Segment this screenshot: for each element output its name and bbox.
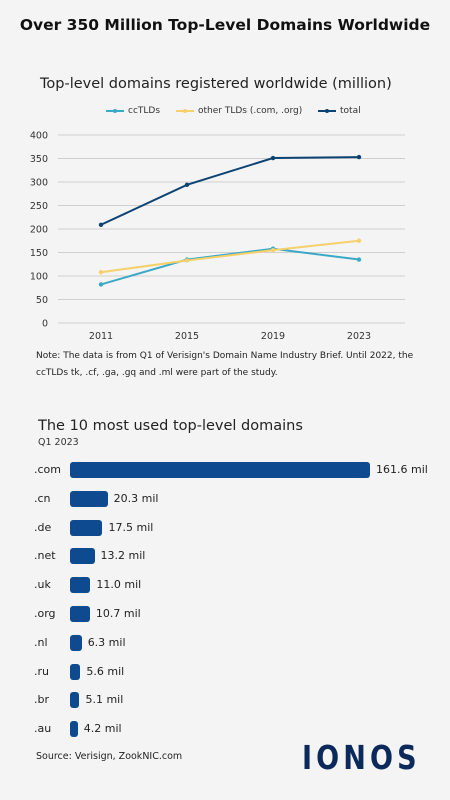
- y-tick-label: 400: [30, 131, 48, 142]
- bar: [70, 606, 90, 622]
- y-tick-label: 200: [30, 225, 48, 236]
- bar-value-label: 5.1 mil: [85, 693, 124, 707]
- legend-label-cctlds: ccTLDs: [128, 106, 161, 116]
- y-tick-label: 250: [30, 201, 48, 212]
- series-line-cctlds: [100, 247, 360, 286]
- x-tick-label: 2011: [89, 331, 113, 342]
- legend-label-other: other TLDs (.com, .org): [198, 106, 303, 116]
- series-line-total: [100, 156, 360, 226]
- bar-category-label: .de: [34, 520, 52, 534]
- data-point: [98, 282, 104, 287]
- bar: [70, 634, 82, 651]
- bar-value-label: 13.2 mil: [100, 549, 146, 563]
- bar-category-label: .net: [34, 549, 56, 563]
- bar-category-label: .uk: [34, 578, 51, 592]
- series-line-other-tlds: [100, 239, 360, 274]
- bar-category-label: .br: [34, 693, 50, 707]
- line-chart: 0 50 100 150 200 250 300 350 400 2011 2015 2019 2023: [30, 131, 405, 342]
- bar-row: .de 17.5 mil: [0, 519, 450, 536]
- page-title: Over 350 Million Top-Level Domains World…: [19, 16, 431, 34]
- y-tick-label: 0: [42, 319, 48, 330]
- bar: [70, 490, 108, 507]
- y-tick-label: 350: [30, 154, 48, 165]
- line-chart-title: Top-level domains registered worldwide (…: [40, 76, 392, 92]
- bar: [70, 577, 91, 594]
- chart-note: Note: The data is from Q1 of Verisign's …: [36, 351, 414, 378]
- legend-swatch-cctlds: [106, 108, 124, 113]
- data-point: [184, 258, 190, 263]
- legend-item-other: other TLDs (.com, .org): [176, 106, 302, 116]
- bar-chart: .com 161.6 mil .cn 20.3 mil .de 17.5 mil .net 1…: [0, 462, 450, 742]
- ionos-logo: IONOS: [302, 738, 421, 777]
- data-point: [356, 257, 362, 262]
- data-point: [98, 222, 104, 227]
- data-point: [270, 155, 276, 161]
- bar-value-label: 11.0 mil: [96, 578, 142, 592]
- bar-value-label: 5.6 mil: [86, 664, 125, 678]
- bar-category-label: .cn: [34, 491, 51, 505]
- legend-swatch-other: [176, 108, 194, 113]
- bar-chart-subtitle: Q1 2023: [38, 437, 79, 448]
- bar-value-label: 6.3 mil: [87, 635, 126, 649]
- bar-row: .br 5.1 mil: [0, 692, 450, 709]
- bar-category-label: .com: [34, 463, 61, 476]
- bar-row: .com 161.6 mil: [0, 462, 450, 478]
- bar-row: .net 13.2 mil: [0, 548, 450, 565]
- y-tick-label: 300: [30, 178, 48, 189]
- bar-row: .org 10.7 mil: [0, 606, 450, 622]
- bar-category-label: .nl: [34, 635, 48, 649]
- data-point: [356, 154, 362, 160]
- data-point: [184, 182, 190, 188]
- bar-row: .au 4.2 mil: [0, 721, 450, 738]
- bar-value-label: 10.7 mil: [95, 607, 141, 620]
- y-tick-label: 150: [30, 248, 48, 259]
- bar-value-label: 17.5 mil: [108, 520, 154, 534]
- data-point: [270, 247, 276, 253]
- bar-category-label: .org: [34, 607, 56, 620]
- x-tick-label: 2015: [175, 331, 199, 342]
- legend-item-total: total: [318, 106, 361, 116]
- bar: [70, 548, 95, 565]
- legend-label-total: total: [340, 106, 361, 116]
- bar-row: .cn 20.3 mil: [0, 490, 450, 507]
- bar: [70, 462, 370, 478]
- bar: [70, 692, 80, 709]
- legend-swatch-total: [318, 108, 336, 113]
- bar-category-label: .au: [34, 722, 52, 736]
- source-note: Source: Verisign, ZookNIC.com: [36, 751, 183, 762]
- bar: [70, 663, 81, 680]
- x-tick-label: 2023: [347, 331, 371, 342]
- bar-value-label: 20.3 mil: [113, 491, 159, 505]
- bar-value-label: 4.2 mil: [83, 722, 122, 736]
- bar-value-label: 161.6 mil: [376, 463, 428, 476]
- y-tick-label: 100: [30, 272, 48, 283]
- y-tick-label: 50: [36, 295, 48, 306]
- bar: [70, 519, 103, 536]
- bar: [70, 721, 78, 738]
- bar-chart-title: The 10 most used top-level domains: [38, 418, 303, 434]
- bar-row: .ru 5.6 mil: [0, 663, 450, 680]
- data-point: [98, 270, 104, 275]
- data-point: [356, 238, 362, 243]
- x-tick-label: 2019: [261, 331, 285, 342]
- legend-item-cctlds: ccTLDs: [106, 106, 160, 116]
- bar-row: .uk 11.0 mil: [0, 577, 450, 594]
- bar-category-label: .ru: [34, 664, 49, 678]
- bar-row: .nl 6.3 mil: [0, 634, 450, 651]
